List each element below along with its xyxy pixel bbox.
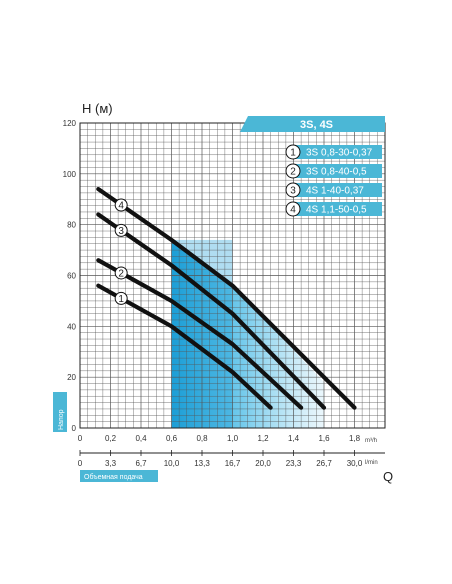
plot-frame bbox=[79, 122, 386, 429]
legend-entry-label-3: 4S 1-40-0,37 bbox=[306, 186, 364, 197]
model-badge: 3S, 4S bbox=[240, 116, 385, 132]
legend-entry-label-1: 3S 0,8-30-0,37 bbox=[306, 148, 373, 159]
series-marker-label-2: 2 bbox=[118, 268, 124, 279]
series-marker-label-3: 3 bbox=[118, 226, 124, 237]
legend-marker-4 bbox=[285, 201, 301, 217]
legend-entry-background-4 bbox=[296, 202, 382, 216]
legend-marker-1 bbox=[285, 144, 301, 160]
y-axis-title: H (м) bbox=[82, 101, 113, 116]
legend-marker-label-3: 3 bbox=[290, 186, 296, 197]
x-tick-label-lmin: 20,0 bbox=[255, 459, 271, 468]
series-marker-3 bbox=[114, 223, 128, 237]
x-tick-label-lmin: 6,7 bbox=[135, 459, 147, 468]
unit-lmin: l/min bbox=[365, 460, 378, 466]
x-tick-label-m3h: 1,2 bbox=[257, 434, 269, 443]
legend-entry-label-4: 4S 1,1-50-0,5 bbox=[306, 205, 367, 216]
bottom-label-background bbox=[80, 470, 158, 482]
legend-marker-label-1: 1 bbox=[290, 148, 296, 159]
legend-entry-background-3 bbox=[296, 183, 382, 197]
x-tick-label-m3h: 0,4 bbox=[135, 434, 147, 443]
x-tick-label-m3h: 1,0 bbox=[227, 434, 239, 443]
legend-marker-label-4: 4 bbox=[290, 205, 296, 216]
y-tick-label: 120 bbox=[63, 119, 77, 128]
series-marker-2 bbox=[114, 266, 128, 280]
y-tick-label: 80 bbox=[67, 221, 76, 230]
series-line-1 bbox=[96, 283, 273, 410]
x-axis-title: Q bbox=[383, 469, 393, 484]
x-tick-label-m3h: 0,6 bbox=[166, 434, 178, 443]
y-tick-label: 0 bbox=[72, 424, 77, 433]
legend-entry-label-2: 3S 0,8-40-0,5 bbox=[306, 167, 367, 178]
legend-entry-background-2 bbox=[296, 164, 382, 178]
x-tick-label-m3h: 1,6 bbox=[318, 434, 330, 443]
y-tick-label: 60 bbox=[67, 272, 76, 281]
x-tick-label-lmin: 3,3 bbox=[105, 459, 117, 468]
y-tick-label: 20 bbox=[67, 373, 76, 382]
series-line-3 bbox=[96, 212, 327, 410]
series-line-2 bbox=[96, 258, 304, 410]
x-tick-label-m3h: 1,8 bbox=[349, 434, 361, 443]
x-tick-label-m3h: 0,8 bbox=[196, 434, 208, 443]
x-tick-label-lmin: 16,7 bbox=[225, 459, 241, 468]
x-tick-label-lmin: 23,3 bbox=[286, 459, 302, 468]
side-label: Напор bbox=[58, 409, 65, 430]
series-line-4 bbox=[96, 186, 357, 410]
side-label-background bbox=[53, 392, 67, 432]
svg-text:3S, 4S: 3S, 4S bbox=[300, 119, 333, 131]
x-tick-label-lmin: 26,7 bbox=[316, 459, 332, 468]
legend-marker-3 bbox=[285, 182, 301, 198]
x-tick-label-m3h: 1,4 bbox=[288, 434, 300, 443]
x-tick-label-lmin: 30,0 bbox=[347, 459, 363, 468]
series-marker-4 bbox=[114, 198, 128, 212]
series-marker-label-4: 4 bbox=[118, 200, 124, 211]
x-tick-label-lmin: 10,0 bbox=[164, 459, 180, 468]
curves: 1 2 3 4 bbox=[96, 186, 357, 410]
legend-entry-background-1 bbox=[296, 145, 382, 159]
legend-marker-label-2: 2 bbox=[290, 167, 296, 178]
series-marker-1 bbox=[114, 291, 128, 305]
unit-m3h: m³/h bbox=[365, 438, 377, 444]
legend: 1 3S 0,8-30-0,37 2 3S 0,8-40-0,5 3 4S 1-40-0,… bbox=[285, 144, 382, 217]
y-tick-label: 100 bbox=[63, 170, 77, 179]
legend-marker-2 bbox=[285, 163, 301, 179]
x-tick-label-m3h: 0 bbox=[78, 434, 83, 443]
x-tick-label-m3h: 0,2 bbox=[105, 434, 117, 443]
x-tick-label-lmin: 13,3 bbox=[194, 459, 210, 468]
series-marker-label-1: 1 bbox=[118, 294, 124, 305]
y-tick-label: 40 bbox=[67, 322, 76, 331]
bottom-label: Объемная подача bbox=[84, 473, 143, 481]
x-tick-label-lmin: 0 bbox=[78, 459, 83, 468]
